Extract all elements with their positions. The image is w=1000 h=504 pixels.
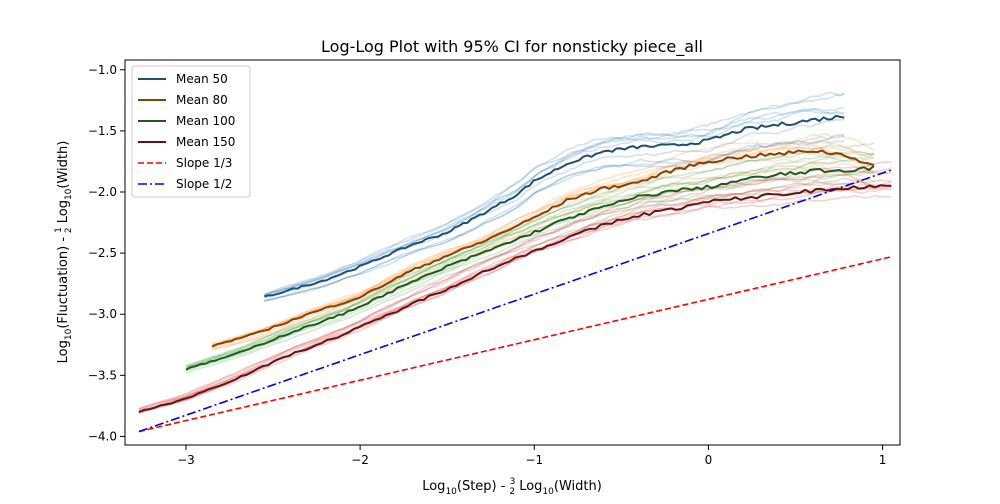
- y-axis-ticks: −4.0 −3.5 −3.0 −2.5 −2.0 −1.5 −1.0: [88, 63, 125, 443]
- y-tick-label: −1.0: [88, 63, 117, 77]
- y-tick-label: −1.5: [88, 124, 117, 138]
- series-run-line: [138, 180, 892, 412]
- mean-line-4: [138, 184, 892, 413]
- series-run-line: [211, 158, 874, 349]
- legend-label: Mean 150: [176, 135, 235, 149]
- series-run-line: [138, 160, 892, 410]
- series-run-line: [185, 153, 875, 369]
- y-tick-label: −2.5: [88, 246, 117, 260]
- series-run-line: [185, 142, 875, 367]
- x-tick-label: −1: [525, 453, 543, 467]
- series-run-line: [211, 140, 875, 347]
- legend-label: Mean 100: [176, 114, 235, 128]
- reference-lines: [138, 169, 892, 433]
- legend-label: Slope 1/3: [176, 156, 232, 170]
- ci-bands: [138, 91, 892, 415]
- series-run-line: [264, 109, 845, 297]
- x-tick-label: −3: [177, 453, 195, 467]
- series-run-line: [264, 133, 845, 302]
- series-run-line: [138, 170, 892, 410]
- y-tick-label: −4.0: [88, 429, 117, 443]
- legend-label: Mean 50: [176, 72, 228, 86]
- legend-items: Mean 50 Mean 80 Mean 100 Mean 150 Slope 1/3 S…: [138, 72, 235, 191]
- chart-title: Log-Log Plot with 95% CI for nonsticky p…: [321, 37, 703, 57]
- legend-label: Slope 1/2: [176, 177, 232, 191]
- series-run-line: [138, 194, 892, 415]
- series-run-line: [264, 108, 845, 297]
- series-run-line: [211, 164, 875, 351]
- legend: Mean 50 Mean 80 Mean 100 Mean 150 Slope 1/3 S…: [131, 65, 251, 198]
- series-run-line: [138, 167, 892, 410]
- mean-series-lines: [138, 114, 892, 413]
- reference-line-1: [138, 255, 892, 433]
- mean-line-3: [185, 165, 875, 371]
- y-tick-label: −2.0: [88, 185, 117, 199]
- mean-line-2: [211, 149, 875, 348]
- x-tick-label: 1: [879, 453, 887, 467]
- x-axis-ticks: −3 −2 −1 0 1: [177, 445, 886, 467]
- series-run-line: [264, 93, 845, 295]
- legend-frame: [131, 65, 251, 198]
- series-run-line: [211, 144, 874, 346]
- legend-label: Mean 80: [176, 93, 228, 107]
- plot-frame: [124, 59, 901, 446]
- series-run-line: [211, 133, 875, 344]
- x-tick-label: −2: [351, 453, 369, 467]
- y-tick-label: −3.5: [88, 368, 117, 382]
- series-run-line: [264, 139, 845, 302]
- series-run-line: [185, 180, 874, 372]
- y-tick-label: −3.0: [88, 307, 117, 321]
- series-run-line: [264, 135, 845, 302]
- series-run-line: [211, 166, 875, 350]
- series-run-line: [138, 177, 892, 412]
- x-tick-label: 0: [705, 453, 713, 467]
- series-run-line: [185, 157, 875, 369]
- series-run-line: [185, 186, 875, 374]
- series-run-line: [185, 152, 875, 368]
- y-axis-label: Log10(Fluctuation) - 12 Log10(Width): [54, 141, 74, 364]
- series-run-line: [185, 150, 874, 367]
- series-run-line: [138, 183, 892, 413]
- mean-line-1: [264, 114, 845, 298]
- reference-line-2: [138, 169, 892, 433]
- series-run-line: [264, 91, 845, 296]
- series-run-line: [264, 106, 845, 297]
